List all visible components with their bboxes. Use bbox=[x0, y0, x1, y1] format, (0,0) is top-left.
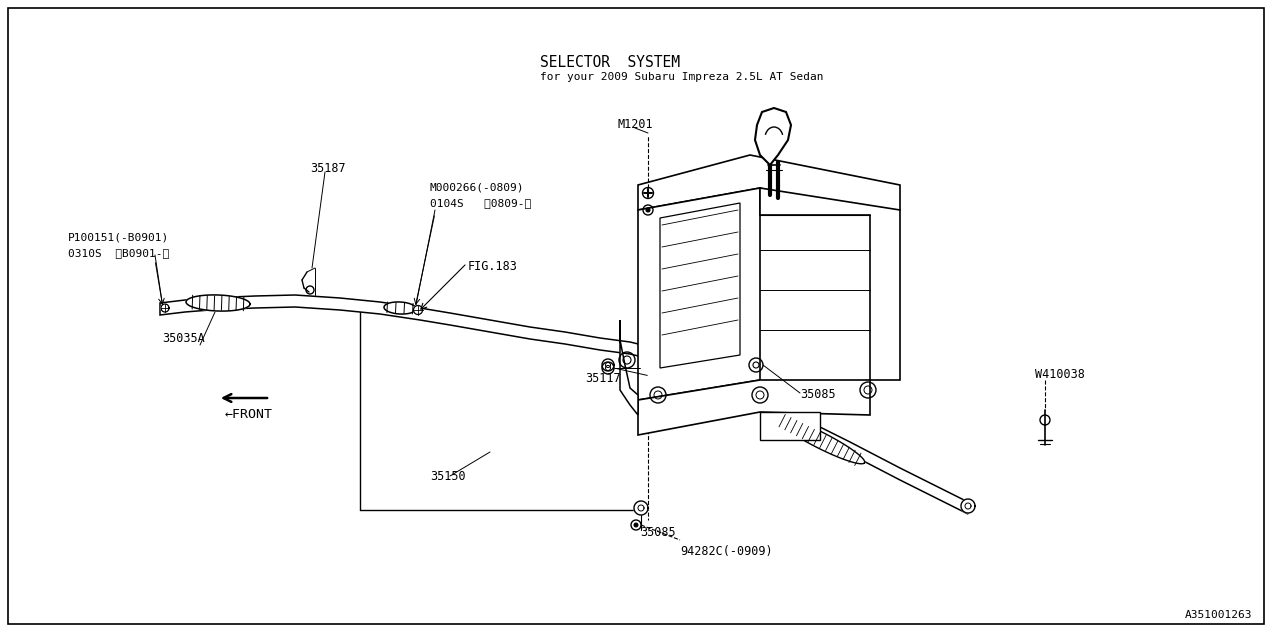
Text: M000266(-0809): M000266(-0809) bbox=[430, 182, 525, 192]
Text: 94282C(-0909): 94282C(-0909) bbox=[680, 545, 773, 558]
Polygon shape bbox=[413, 305, 422, 314]
Text: 35085: 35085 bbox=[800, 388, 836, 401]
Polygon shape bbox=[160, 295, 668, 367]
Polygon shape bbox=[384, 302, 416, 314]
Text: for your 2009 Subaru Impreza 2.5L AT Sedan: for your 2009 Subaru Impreza 2.5L AT Sed… bbox=[540, 72, 823, 82]
Polygon shape bbox=[668, 355, 968, 514]
Polygon shape bbox=[760, 412, 820, 440]
Polygon shape bbox=[755, 108, 791, 165]
Polygon shape bbox=[961, 499, 975, 513]
Text: M1201: M1201 bbox=[618, 118, 654, 131]
Text: ←FRONT: ←FRONT bbox=[225, 408, 273, 421]
Text: 0310S  〈B0901-〉: 0310S 〈B0901-〉 bbox=[68, 248, 169, 258]
Circle shape bbox=[634, 523, 637, 527]
Text: 35035A: 35035A bbox=[163, 332, 205, 345]
Text: SELECTOR  SYSTEM: SELECTOR SYSTEM bbox=[540, 55, 680, 70]
Polygon shape bbox=[760, 188, 900, 380]
Text: W410038: W410038 bbox=[1036, 368, 1085, 381]
Text: P100151(-B0901): P100151(-B0901) bbox=[68, 232, 169, 242]
Polygon shape bbox=[161, 304, 169, 312]
Polygon shape bbox=[637, 188, 760, 400]
Polygon shape bbox=[620, 320, 637, 415]
Text: 0104S   む0809-〉: 0104S む0809-〉 bbox=[430, 198, 531, 208]
Polygon shape bbox=[776, 416, 865, 464]
Text: A351001263: A351001263 bbox=[1185, 610, 1253, 620]
Text: 35117: 35117 bbox=[585, 372, 621, 385]
Circle shape bbox=[646, 208, 650, 212]
Text: 35150: 35150 bbox=[430, 470, 466, 483]
Text: 35187: 35187 bbox=[310, 162, 346, 175]
Text: FIG.183: FIG.183 bbox=[468, 260, 518, 273]
Text: 35085: 35085 bbox=[640, 526, 676, 539]
Polygon shape bbox=[186, 295, 250, 311]
Polygon shape bbox=[660, 203, 740, 368]
Polygon shape bbox=[637, 155, 900, 215]
Polygon shape bbox=[637, 380, 870, 435]
Polygon shape bbox=[634, 501, 648, 515]
Polygon shape bbox=[602, 359, 614, 371]
